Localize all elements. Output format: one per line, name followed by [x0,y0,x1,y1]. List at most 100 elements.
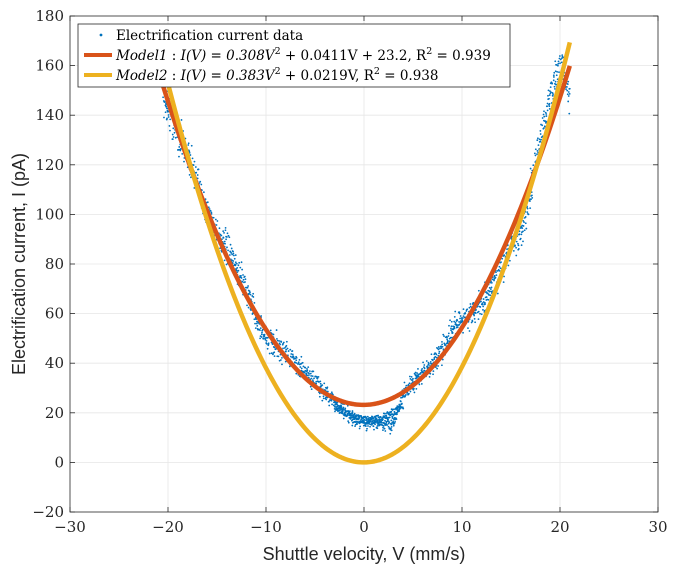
data-point [386,420,389,423]
data-point [366,427,368,430]
data-point [548,102,551,105]
data-point [552,74,555,77]
x-tick-label: −20 [152,518,184,536]
data-point [362,422,365,424]
data-point [295,357,298,359]
data-point [489,294,492,297]
data-point [453,327,456,330]
data-point [454,310,457,313]
data-point [525,227,528,230]
data-point [358,416,361,419]
data-point [542,113,545,116]
data-point [392,424,395,427]
data-point [554,80,557,83]
data-point [536,139,539,142]
data-point [244,281,246,283]
data-point [482,305,485,308]
data-point [419,372,422,375]
data-point [223,240,226,243]
data-point [285,350,287,353]
data-point [548,97,550,100]
data-point [353,412,356,415]
data-point [318,395,321,398]
data-point [453,315,456,318]
data-point [210,213,213,215]
data-point [348,411,350,413]
data-point [464,312,467,315]
data-point [425,360,428,362]
data-point [354,425,356,427]
data-point [530,198,532,201]
data-point [310,377,313,380]
data-point [384,419,386,422]
data-point [412,377,414,380]
data-point [279,359,282,361]
data-point [268,352,271,355]
data-point [325,398,328,401]
data-point [246,286,249,289]
data-point [477,289,480,292]
data-point [538,138,541,141]
data-point [514,245,516,247]
data-point [356,423,358,425]
y-axis-title: Electrification current, I (pA) [9,153,29,375]
data-point [388,416,391,419]
data-point [547,89,550,92]
data-point [567,100,570,103]
data-point [252,296,255,298]
data-point [385,414,388,417]
data-point [254,322,256,325]
data-point [531,196,534,199]
data-point [558,57,561,60]
data-point [431,359,434,362]
data-point [554,70,557,73]
data-point [227,234,230,237]
data-point [240,261,243,264]
data-point [449,319,451,322]
data-point [254,327,257,330]
legend-model1-end: = 0.939 [432,48,491,64]
data-point [228,254,231,256]
data-point [462,331,464,334]
data-point [247,285,249,287]
data-point [295,362,298,364]
data-point [565,88,567,91]
data-point [543,110,545,113]
data-point [307,366,310,369]
data-point [208,208,211,210]
data-point [394,418,396,421]
data-point [498,269,501,272]
data-point [321,384,324,387]
data-point [495,274,498,276]
data-point [487,289,490,292]
data-point [210,211,213,214]
data-point [384,412,386,415]
data-point [222,236,225,239]
data-point [358,427,361,430]
data-point [423,364,426,366]
data-point [533,152,536,155]
data-point [568,112,571,115]
model2-series [160,41,572,465]
data-point [450,325,453,328]
data-point [167,116,170,118]
data-point [383,427,386,430]
data-point [523,221,525,224]
x-tick-label: −30 [54,518,86,536]
data-point [534,154,537,157]
data-point [334,410,336,413]
data-point [295,359,298,362]
data-point [420,383,423,385]
data-point [165,103,167,106]
data-point [168,125,171,127]
data-point [482,298,485,300]
data-point [312,370,315,373]
data-point [169,118,172,121]
data-point [543,115,546,118]
data-point [294,361,296,364]
data-point [359,425,362,428]
data-point [282,347,284,350]
legend-model1-label: Model1 [115,48,168,64]
data-point [273,346,276,349]
